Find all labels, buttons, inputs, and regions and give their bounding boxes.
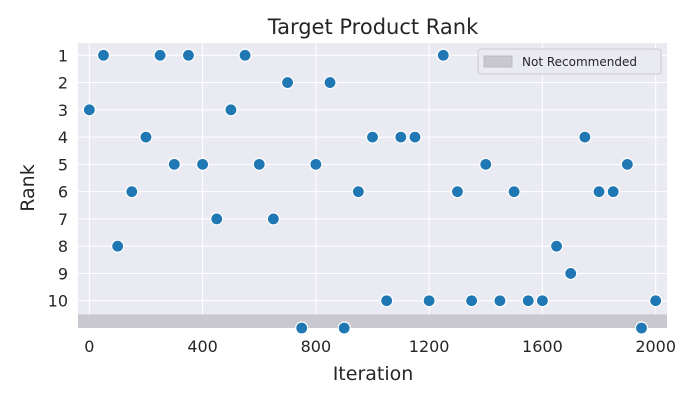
data-point	[195, 157, 210, 171]
x-tick-label: 2000	[635, 337, 676, 356]
y-tick-label: 7	[58, 210, 68, 229]
data-point	[507, 185, 521, 199]
not-recommended-band	[78, 314, 667, 328]
y-tick-label: 1	[58, 46, 68, 65]
data-point	[578, 130, 592, 144]
x-axis-label: Iteration	[333, 363, 414, 385]
y-tick-label: 4	[58, 128, 68, 147]
y-axis-label: Rank	[17, 164, 39, 211]
y-tick-label: 3	[58, 101, 68, 120]
plot-area	[78, 43, 667, 328]
data-point	[592, 185, 606, 199]
data-point	[479, 157, 493, 171]
data-point	[252, 157, 266, 171]
data-point	[280, 75, 295, 90]
data-point	[493, 294, 507, 308]
data-point	[564, 266, 578, 281]
data-point	[422, 294, 436, 308]
data-point	[309, 157, 323, 171]
data-point	[351, 185, 365, 199]
data-point	[365, 130, 380, 144]
data-point	[238, 48, 252, 62]
data-point	[394, 130, 408, 144]
x-tick-label: 0	[84, 337, 94, 356]
data-point	[465, 294, 479, 308]
legend-label-not-recommended: Not Recommended	[522, 55, 637, 69]
data-point	[337, 321, 351, 335]
x-tick-label: 800	[301, 337, 332, 356]
data-point	[408, 130, 422, 144]
chart-title: Target Product Rank	[267, 15, 479, 39]
data-point	[111, 239, 125, 253]
data-point	[224, 103, 238, 117]
data-point	[167, 157, 181, 171]
data-point	[96, 48, 111, 62]
x-tick-label: 400	[187, 337, 218, 356]
data-point	[606, 185, 620, 199]
data-point	[380, 294, 394, 308]
data-point	[436, 48, 450, 62]
data-point	[139, 130, 153, 144]
x-tick-label: 1200	[409, 337, 450, 356]
data-point	[82, 103, 96, 117]
y-tick-label: 2	[58, 74, 68, 93]
x-tick-label: 1600	[522, 337, 563, 356]
data-point	[521, 294, 535, 308]
data-point	[295, 321, 309, 335]
y-tick-labels: 1 2 3 4 5 6 7 8 9 10	[48, 46, 68, 310]
data-point	[649, 294, 663, 308]
x-tick-labels: 0 400 800 1200 1600 2000	[84, 337, 676, 356]
data-point	[450, 185, 465, 199]
data-point	[153, 48, 167, 62]
data-point	[210, 212, 224, 226]
data-point	[266, 212, 280, 226]
data-point	[620, 157, 634, 171]
y-tick-label: 8	[58, 237, 68, 256]
data-points	[82, 48, 663, 335]
data-point	[323, 75, 337, 90]
data-point	[181, 48, 196, 62]
y-tick-label: 10	[48, 292, 68, 311]
y-tick-label: 5	[58, 155, 68, 174]
data-point	[535, 294, 550, 308]
data-point	[549, 239, 564, 253]
y-tick-label: 6	[58, 183, 68, 202]
y-tick-label: 9	[58, 264, 68, 283]
data-point	[125, 185, 139, 199]
legend-box	[477, 48, 662, 75]
legend-swatch	[483, 55, 513, 68]
legend: Not Recommended	[477, 48, 662, 75]
data-point	[634, 321, 649, 335]
